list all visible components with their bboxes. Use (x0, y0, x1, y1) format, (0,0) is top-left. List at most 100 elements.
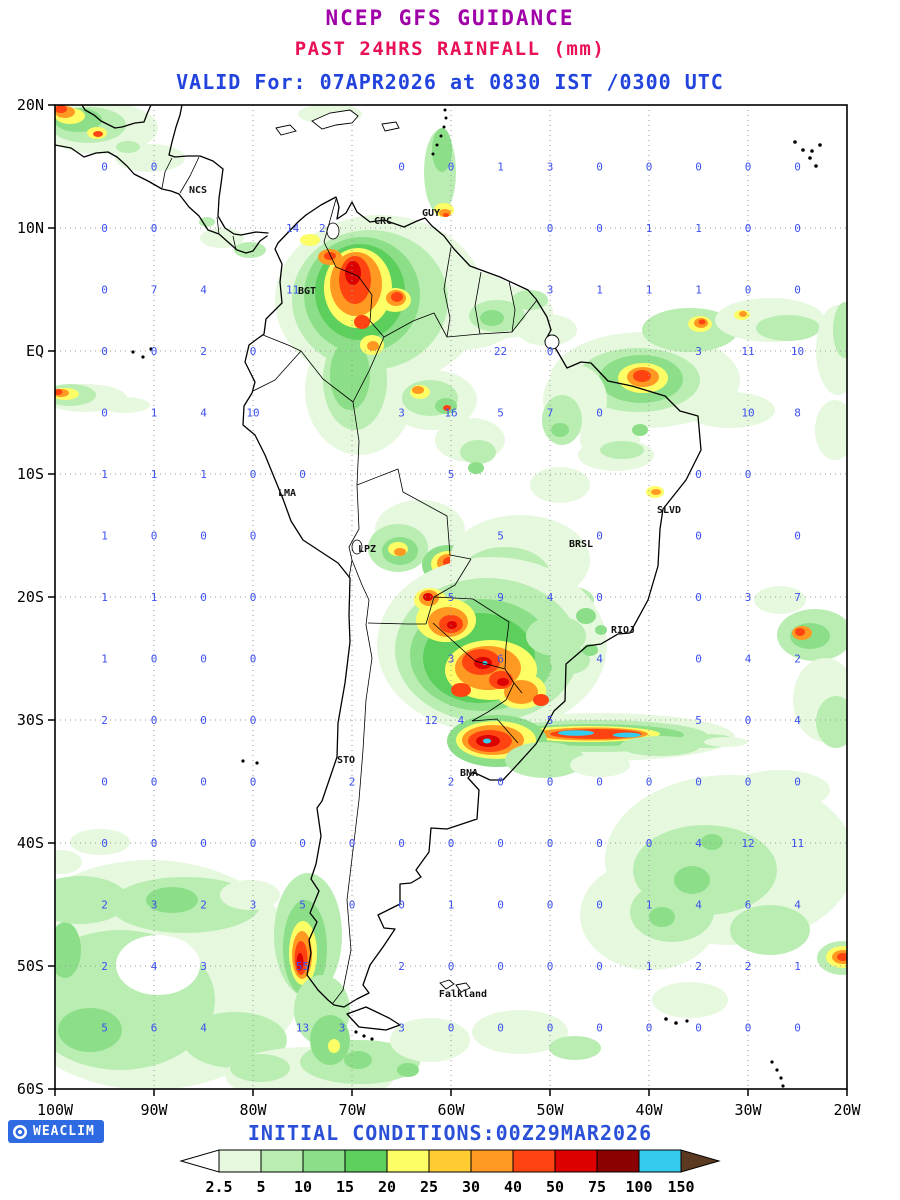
rain-value: 0 (596, 776, 603, 789)
rain-value: 0 (349, 899, 356, 912)
rain-value: 1 (151, 591, 158, 604)
city-label: LMA (278, 488, 296, 499)
rain-value: 0 (794, 1022, 801, 1035)
rain-value: 4 (547, 591, 554, 604)
rain-value: 5 (448, 591, 455, 604)
rain-value: 4 (200, 1022, 207, 1035)
coastlines-borders (55, 105, 822, 1088)
city-label: CRC (374, 216, 392, 227)
rain-value: 0 (200, 714, 207, 727)
south-america-coastline (242, 196, 702, 1008)
lon-axis-label: 40W (635, 1101, 663, 1119)
rain-value: 0 (151, 776, 158, 789)
chart-subtitle: PAST 24HRS RAINFALL (mm) (294, 38, 606, 60)
marajo-island (544, 334, 560, 350)
legend-box (470, 1149, 514, 1173)
rain-value: 0 (151, 714, 158, 727)
rain-value: 0 (250, 591, 257, 604)
lat-axis-label: EQ (26, 342, 44, 360)
lat-axis-label: 50S (17, 957, 44, 975)
lon-axis-label: 80W (239, 1101, 267, 1119)
rain-value: 1 (695, 222, 702, 235)
axis-labels: 100W 90W 80W 70W 60W 50W 40W 30W 20W 20N 10N EQ 10S 2… (17, 96, 862, 1119)
legend-tick-label: 10 (294, 1178, 312, 1196)
rain-value: 4 (695, 899, 702, 912)
lat-axis-label: 30S (17, 711, 44, 729)
rain-value: 0 (745, 222, 752, 235)
rain-value: 1 (101, 530, 108, 543)
rain-value: 0 (547, 776, 554, 789)
legend-tick-label: 2.5 (205, 1178, 232, 1196)
lon-axis-label: 30W (734, 1101, 762, 1119)
rain-value: 9 (497, 591, 504, 604)
rain-value: 55 (296, 960, 309, 973)
rain-value: 0 (596, 591, 603, 604)
city-label: BNA (460, 768, 478, 779)
legend-box (218, 1149, 262, 1173)
rain-value: 0 (596, 899, 603, 912)
legend-tick-label: 75 (588, 1178, 606, 1196)
lat-axis-label: 10S (17, 465, 44, 483)
tierra-del-fuego (346, 1006, 401, 1031)
rain-value: 0 (646, 837, 653, 850)
rain-value: 11 (741, 345, 754, 358)
rainfall-grid-values: 0 0 0 0 1 3 0 0 0 0 00 0 14 2 0 0 1 1 0 00 7 4 11 3 1 1 1 0 00 0 2 0 22 0… (101, 161, 804, 1035)
rain-value: 1 (151, 407, 158, 420)
rain-value: 2 (349, 776, 356, 789)
rain-value: 0 (695, 161, 702, 174)
lat-axis-label: 20S (17, 588, 44, 606)
rain-value: 3 (695, 345, 702, 358)
rain-value: 2 (745, 960, 752, 973)
rain-value: 3 (745, 591, 752, 604)
rain-value: 0 (547, 345, 554, 358)
initial-conditions-line: INITIAL CONDITIONS:00Z29MAR2026 (247, 1121, 653, 1145)
rain-value: 2 (101, 714, 108, 727)
rain-value: 5 (448, 468, 455, 481)
rain-value: 0 (547, 1022, 554, 1035)
rain-value: 10 (741, 407, 754, 420)
rain-value: 0 (200, 530, 207, 543)
rain-value: 12 (425, 714, 438, 727)
rain-value: 3 (151, 899, 158, 912)
rain-value: 1 (646, 222, 653, 235)
rain-value: 10 (791, 345, 804, 358)
jamaica (275, 124, 297, 136)
rain-value: 0 (497, 1022, 504, 1035)
rain-value: 0 (151, 530, 158, 543)
rain-value: 0 (695, 776, 702, 789)
weaclim-logo[interactable]: WEACLIM (8, 1120, 104, 1143)
rain-value: 0 (349, 837, 356, 850)
legend-tick-label: 50 (546, 1178, 564, 1196)
rain-value: 0 (448, 1022, 455, 1035)
rain-value: 4 (200, 407, 207, 420)
legend-arrow-left (179, 1149, 220, 1173)
rain-value: 0 (745, 776, 752, 789)
rain-value: 0 (250, 530, 257, 543)
rain-value: 0 (299, 837, 306, 850)
rain-value: 0 (200, 653, 207, 666)
rain-value: 2 (448, 776, 455, 789)
rain-value: 0 (151, 161, 158, 174)
rain-value: 0 (695, 468, 702, 481)
rain-value: 5 (547, 714, 554, 727)
rain-value: 0 (497, 837, 504, 850)
legend-box (386, 1149, 430, 1173)
falkland-islands (439, 979, 455, 990)
rain-value: 0 (250, 653, 257, 666)
rain-value: 7 (547, 407, 554, 420)
rain-value: 0 (250, 776, 257, 789)
rain-value: 0 (101, 837, 108, 850)
city-label: NCS (189, 185, 207, 196)
lon-axis-label: 20W (833, 1101, 861, 1119)
lat-axis-label: 20N (17, 96, 44, 114)
rain-value: 0 (250, 837, 257, 850)
rain-value: 7 (151, 284, 158, 297)
rain-value: 6 (151, 1022, 158, 1035)
rain-value: 1 (695, 284, 702, 297)
rain-value: 0 (398, 837, 405, 850)
rain-value: 0 (151, 837, 158, 850)
yucatan-gulf-coastline (81, 105, 152, 129)
rain-value: 0 (151, 222, 158, 235)
legend-box (260, 1149, 304, 1173)
lat-axis-label: 40S (17, 834, 44, 852)
